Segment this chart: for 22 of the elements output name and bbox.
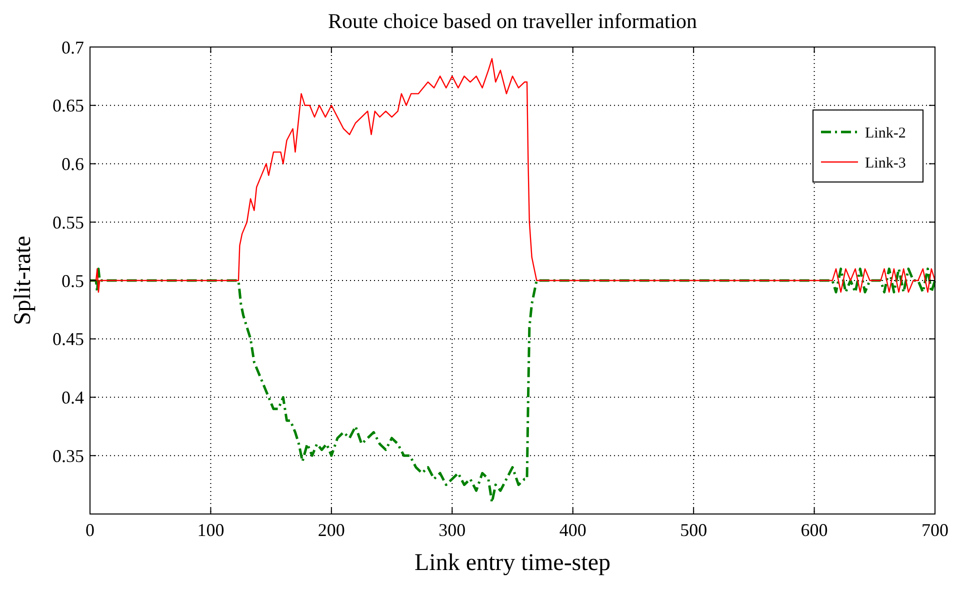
y-tick-label: 0.4 xyxy=(62,388,84,408)
x-tick-label: 400 xyxy=(559,520,586,540)
x-tick-label: 600 xyxy=(800,520,828,540)
legend-label: Link-3 xyxy=(865,155,906,172)
legend-label: Link-2 xyxy=(865,125,906,142)
y-axis-title: Split-rate xyxy=(10,236,36,326)
x-tick-label: 500 xyxy=(680,520,708,540)
y-tick-label: 0.35 xyxy=(52,446,84,466)
x-tick-label: 0 xyxy=(86,520,94,540)
x-tick-label: 700 xyxy=(922,520,948,540)
y-tick-label: 0.6 xyxy=(62,154,84,174)
x-tick-label: 100 xyxy=(197,520,224,540)
x-tick-label: 200 xyxy=(318,520,345,540)
x-tick-label: 300 xyxy=(438,520,466,540)
line-series xyxy=(88,268,936,504)
x-axis-title: Link entry time-step xyxy=(414,550,610,576)
y-tick-label: 0.7 xyxy=(62,37,84,58)
y-tick-label: 0.5 xyxy=(62,270,84,291)
y-tick-label: 0.55 xyxy=(52,212,84,232)
y-tick-label: 0.65 xyxy=(52,96,84,116)
chart-title: Route choice based on traveller information xyxy=(328,9,698,33)
y-tick-label: 0.45 xyxy=(52,329,84,350)
